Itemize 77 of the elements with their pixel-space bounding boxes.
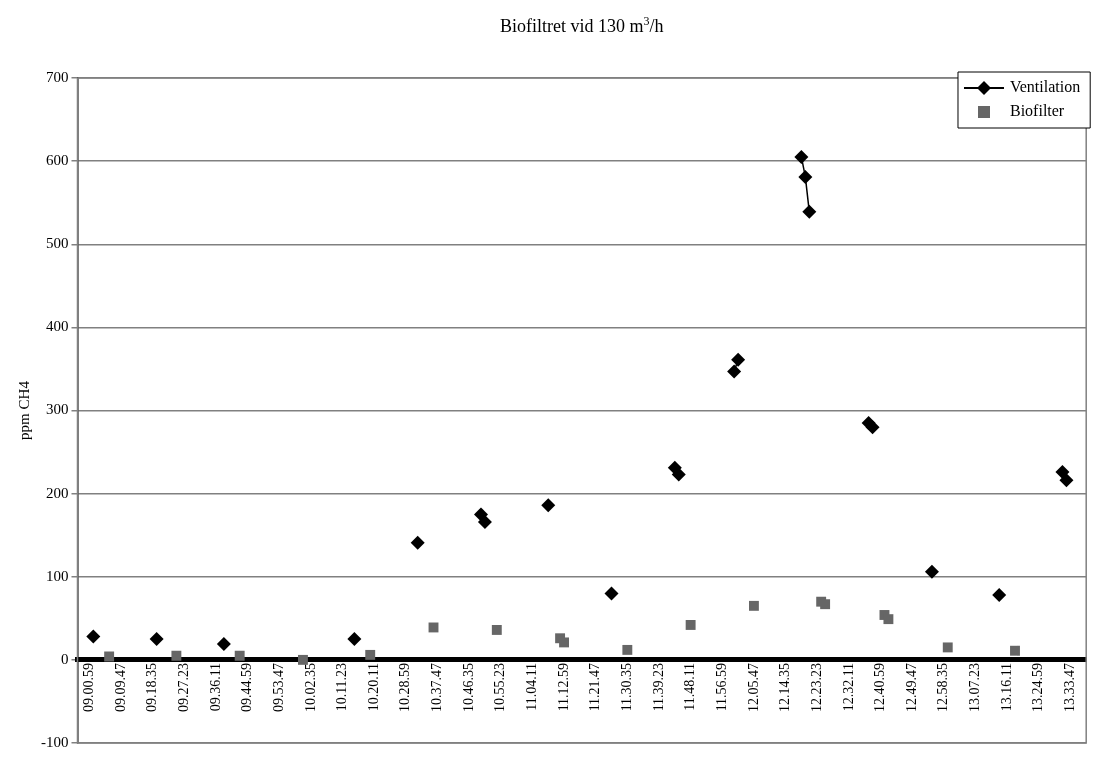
x-tick-label: 12.49.47 [903,662,919,712]
point [491,625,502,635]
y-tick-label: 300 [46,401,69,418]
y-tick-label: 500 [46,235,69,252]
point [865,420,880,435]
point [1055,465,1070,480]
x-tick-label: 09.27.23 [175,662,191,712]
x-tick-label: 09.44.59 [239,662,255,712]
point [671,467,686,482]
x-tick-label: 10.46.35 [460,662,476,712]
point [883,614,894,625]
y-tick-label: 400 [46,318,69,335]
y-tick-label: 200 [46,484,69,501]
point [802,204,817,219]
x-tick-label: 12.58.35 [935,662,951,712]
x-tick-label: 12.14.35 [777,662,793,712]
point [365,649,376,660]
x-tick-label: 11.39.23 [650,662,666,712]
point [1010,645,1020,656]
x-tick-label: 13.16.11 [998,662,1014,712]
point [234,650,245,661]
point [731,352,746,367]
point [216,637,231,652]
x-tick-label: 13.33.47 [1062,662,1078,712]
legend-label: Ventilation [1009,78,1081,96]
y-tick-label: 700 [46,68,69,85]
y-axis-title: ppm CH4 [15,380,32,440]
point [794,149,809,164]
x-tick-label: 11.30.35 [619,662,635,712]
x-tick-label: 10.28.59 [397,662,413,712]
x-tick-label: 10.55.23 [492,662,508,712]
x-tick-label: 09.36.11 [207,662,223,712]
point [604,586,619,601]
x-tick-label: 09.18.35 [144,662,160,712]
x-tick-label: 09.09.47 [112,662,128,712]
y-tick-label: 100 [46,567,69,584]
x-tick-label: 11.04.11 [524,662,540,711]
x-tick-label: 09.00.59 [81,662,97,712]
point [622,644,633,655]
x-tick-label: 11.48.11 [682,662,698,711]
x-tick-label: 10.11.23 [334,662,350,712]
point [942,642,953,653]
x-tick-label: 13.24.59 [1030,662,1046,712]
x-tick-label: 11.56.59 [713,662,729,712]
point [820,599,831,610]
x-tick-label: 12.05.47 [745,662,761,712]
point [104,651,115,662]
point [347,632,362,647]
point [685,620,696,630]
x-tick-label: 12.40.59 [872,662,888,712]
point [477,514,492,529]
point [798,169,813,184]
point [298,654,308,665]
y-tick-label: -100 [41,733,69,750]
point [541,498,556,513]
point [149,632,164,647]
y-tick-label: 600 [46,152,69,169]
x-tick-label: 12.32.11 [840,662,856,712]
x-tick-label: 12.23.23 [808,662,824,712]
x-tick-label: 11.12.59 [555,662,571,712]
point [727,364,742,379]
legend-label: Biofilter [1009,102,1065,120]
x-tick-label: 09.53.47 [270,662,286,712]
point [992,588,1007,603]
point [86,629,101,644]
point [1059,473,1074,488]
point [924,564,939,579]
x-tick-label: 10.02.35 [302,662,318,712]
point [171,650,182,661]
point [748,600,759,611]
x-tick-label: 13.07.23 [967,662,983,712]
point [410,535,425,550]
x-tick-label: 11.21.47 [587,662,603,712]
x-tick-label: 10.37.47 [429,662,445,712]
point [559,637,569,648]
y-tick-label: 0 [61,650,69,667]
x-tick-label: 10.20.11 [365,662,381,712]
